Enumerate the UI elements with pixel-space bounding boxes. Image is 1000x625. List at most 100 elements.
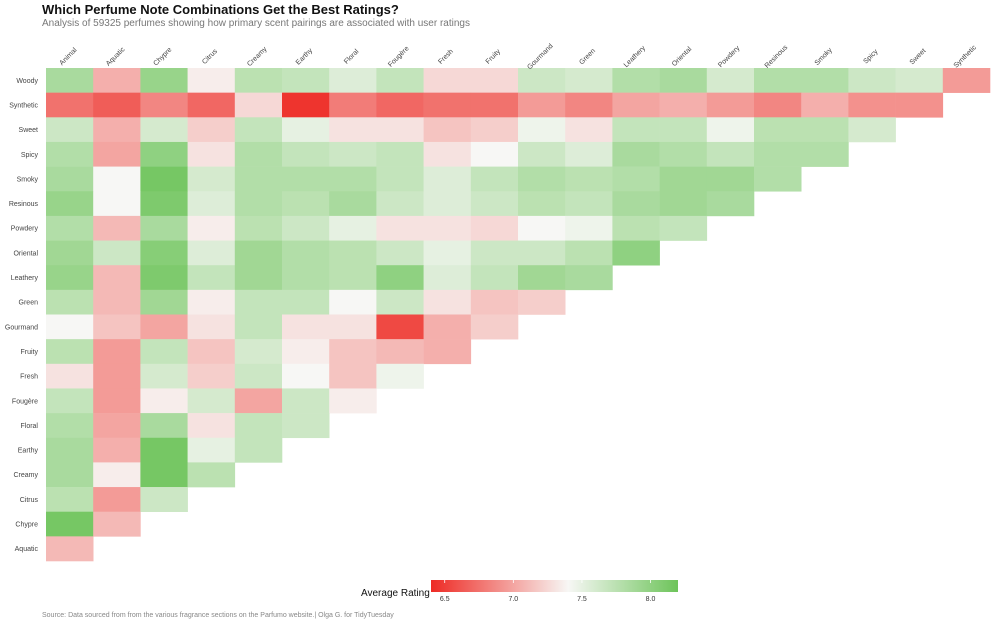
heatmap-cell <box>329 388 377 414</box>
row-label: Spicy <box>21 152 39 159</box>
heatmap-cell <box>234 388 283 414</box>
heatmap-cell <box>518 191 566 217</box>
heatmap-cell <box>329 166 377 192</box>
column-label: Resinous <box>764 44 790 70</box>
heatmap-cell <box>140 191 188 217</box>
column-label: Fougère <box>387 45 410 68</box>
heatmap-cell <box>282 166 330 192</box>
column-label: Creamy <box>246 45 269 68</box>
chart-caption: Source: Data sourced from from the vario… <box>42 612 394 619</box>
heatmap-cell <box>187 141 236 167</box>
heatmap-cell <box>93 462 141 488</box>
heatmap-cell <box>46 68 94 93</box>
heatmap-cell <box>706 166 755 192</box>
column-label: Animal <box>58 47 78 67</box>
heatmap-cell <box>140 117 188 143</box>
heatmap-cell <box>282 388 330 414</box>
row-label: Earthy <box>18 448 39 455</box>
heatmap-cell <box>187 413 236 439</box>
heatmap-cell <box>282 339 330 365</box>
heatmap-cell <box>282 265 330 291</box>
heatmap-cell <box>329 117 377 143</box>
heatmap-cell <box>659 117 708 143</box>
heatmap-cell <box>376 314 424 340</box>
heatmap-cell <box>565 141 613 167</box>
heatmap-cell <box>329 68 377 93</box>
heatmap-cell <box>376 166 424 192</box>
heatmap-cell <box>282 92 330 118</box>
heatmap-cell <box>234 141 283 167</box>
column-label: Spicy <box>862 48 879 65</box>
heatmap-cell <box>93 191 141 217</box>
row-label: Woody <box>16 78 38 85</box>
heatmap-cell <box>93 92 141 118</box>
heatmap-cell <box>234 363 283 389</box>
row-label: Oriental <box>13 250 38 257</box>
row-label: Fruity <box>21 349 39 356</box>
heatmap-cell <box>423 92 472 118</box>
chart-title: Which Perfume Note Combinations Get the … <box>42 2 399 17</box>
heatmap-cell <box>282 191 330 217</box>
heatmap-cell <box>140 413 188 439</box>
column-label: Powdery <box>717 44 742 69</box>
heatmap-cell <box>282 240 330 266</box>
heatmap-cell <box>754 68 802 93</box>
heatmap-cell <box>46 117 94 143</box>
heatmap-cell <box>93 240 141 266</box>
heatmap-cell <box>376 215 424 241</box>
column-label: Citrus <box>201 48 219 66</box>
column-labels: Animal Aquatic Chypre Citrus Creamy Earthy Flo… <box>58 43 978 71</box>
heatmap-cell <box>518 265 566 291</box>
heatmap-cell <box>518 240 566 266</box>
legend-tick-label: 7.5 <box>577 596 587 603</box>
heatmap-cell <box>376 141 424 167</box>
heatmap-cell <box>376 117 424 143</box>
heatmap-cell <box>140 240 188 266</box>
heatmap-cell <box>140 215 188 241</box>
legend-tick-label: 7.0 <box>508 596 519 603</box>
heatmap-cell <box>93 68 141 93</box>
heatmap-cell <box>423 314 472 340</box>
heatmap-cell <box>423 117 472 143</box>
heatmap-cell <box>659 215 708 241</box>
heatmap-cell <box>46 413 94 439</box>
legend-tick-label: 8.0 <box>645 596 656 603</box>
row-label: Green <box>19 300 39 307</box>
column-label: Oriental <box>671 45 694 68</box>
heatmap-cell <box>93 487 141 512</box>
heatmap-cell <box>234 413 283 439</box>
heatmap-cell <box>706 68 755 93</box>
heatmap-cell <box>376 191 424 217</box>
chart-subtitle: Analysis of 59325 perfumes showing how p… <box>42 18 470 29</box>
row-label: Chypre <box>15 522 38 529</box>
heatmap-cell <box>470 141 519 167</box>
heatmap-cell <box>706 92 755 118</box>
heatmap-cell <box>470 265 519 291</box>
heatmap-cell <box>754 92 802 118</box>
heatmap-cell <box>282 289 330 315</box>
row-label: Sweet <box>19 127 39 134</box>
heatmap-cells <box>46 68 991 562</box>
heatmap-cell <box>234 289 283 315</box>
heatmap-cell <box>329 314 377 340</box>
heatmap-cell <box>470 215 519 241</box>
column-label: Floral <box>343 48 361 66</box>
heatmap-cell <box>187 462 236 488</box>
heatmap-cell <box>140 487 188 512</box>
heatmap-cell <box>612 141 660 167</box>
heatmap-cell <box>895 68 944 93</box>
heatmap-cell <box>376 363 424 389</box>
heatmap-cell <box>93 215 141 241</box>
heatmap-cell <box>93 289 141 315</box>
heatmap-cell <box>187 117 236 143</box>
heatmap-cell <box>565 191 613 217</box>
heatmap-cell <box>848 92 896 118</box>
heatmap-cell <box>470 92 519 118</box>
heatmap-cell <box>187 191 236 217</box>
heatmap-cell <box>754 166 802 192</box>
heatmap-cell <box>140 462 188 488</box>
heatmap-cell <box>565 215 613 241</box>
heatmap-cell <box>706 141 755 167</box>
heatmap-cell <box>329 339 377 365</box>
